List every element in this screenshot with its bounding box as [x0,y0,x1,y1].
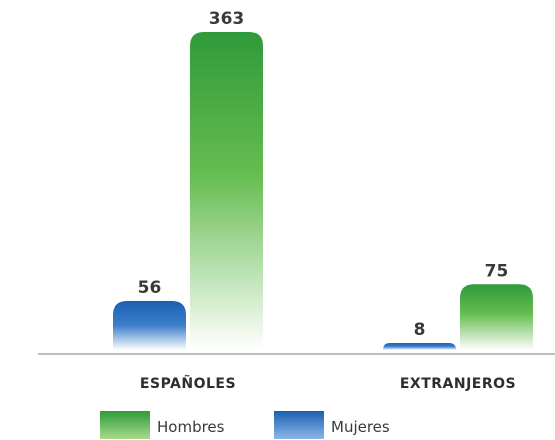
value-label-hombres-extranjeros: 75 [485,261,509,281]
legend-swatch-hombres [100,411,150,439]
legend-swatch-mujeres [274,411,324,439]
bar-hombres-extranjeros [460,284,533,350]
tick-label-espanoles: ESPAÑOLES [140,375,236,392]
value-label-mujeres-extranjeros: 8 [414,320,426,340]
legend-label-mujeres: Mujeres [331,418,390,436]
tick-labels-group: ESPAÑOLES EXTRANJEROS [140,375,516,392]
bar-hombres-espanoles [190,32,263,350]
value-label-hombres-espanoles: 363 [209,9,245,29]
bar-mujeres-espanoles [113,300,186,350]
legend-label-hombres: Hombres [157,418,225,436]
value-labels-group: 56 363 8 75 [138,9,509,340]
bars-group [113,32,533,350]
tick-label-extranjeros: EXTRANJEROS [400,376,516,392]
bar-mujeres-extranjeros [383,342,456,350]
legend: Hombres Mujeres [100,411,390,439]
value-label-mujeres-espanoles: 56 [138,278,162,298]
